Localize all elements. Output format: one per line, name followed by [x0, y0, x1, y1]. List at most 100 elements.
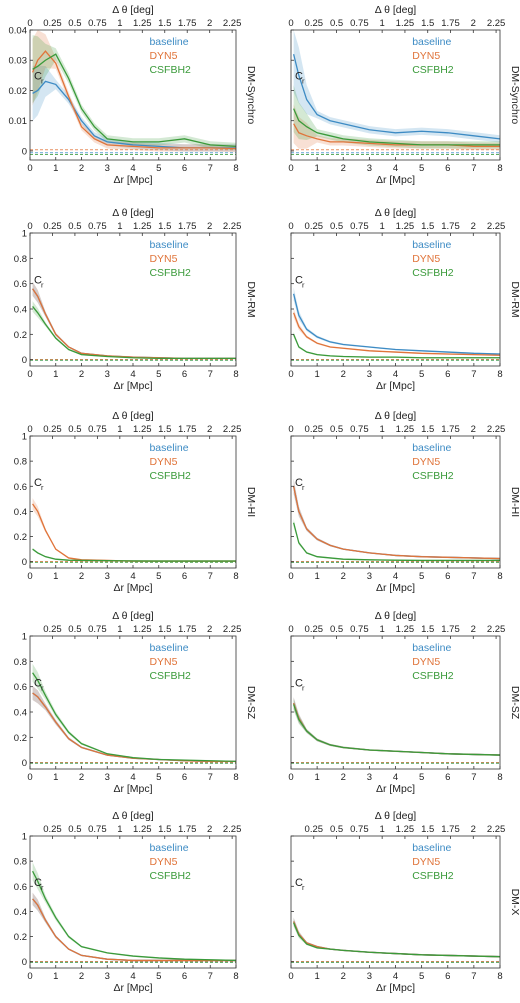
top-axis-label: Δ θ [deg] [375, 610, 417, 622]
band-DYN5 [293, 478, 500, 560]
panel-row5-right: 0 1 2 3 4 5 6 7 8 Δr [Mpc] 0.25 0.5 0.75 1 1.25 1.5 1.75… [288, 810, 520, 994]
x-tick-label: 4 [393, 369, 398, 380]
y-axis-label-sub: r [41, 483, 44, 492]
top-tick-label: 0.25 [305, 424, 324, 435]
legend-CSFBH2: CSFBH2 [149, 470, 191, 482]
top-tick-label: 0 [288, 221, 293, 232]
x-axis-label: Δr [Mpc] [376, 982, 415, 994]
top-tick-label: 1 [379, 624, 384, 635]
x-tick-label: 5 [419, 163, 424, 174]
series-line-DYN5 [292, 486, 501, 560]
x-tick-label: 6 [182, 163, 187, 174]
top-tick-label: 0.5 [68, 424, 81, 435]
x-tick-label: 7 [471, 369, 476, 380]
x-tick-label: 8 [233, 369, 238, 380]
series-line-CSFBH2 [32, 53, 237, 148]
series-line-CSFBH2 [293, 108, 500, 146]
x-tick-label: 4 [393, 163, 398, 174]
y-tick-label: 0.8 [14, 254, 27, 265]
band-CSFBH2 [293, 698, 500, 756]
row-label: DM-Synchro [245, 66, 257, 125]
y-axis-label: C [295, 877, 303, 889]
top-tick-label: 0.75 [88, 221, 107, 232]
row-label: DM-SZ [245, 686, 257, 720]
band-DYN5 [32, 281, 237, 360]
x-tick-label: 4 [393, 772, 398, 783]
top-tick-label: 1 [379, 18, 384, 29]
y-axis-label: C [34, 477, 42, 489]
legend-baseline: baseline [412, 239, 451, 251]
top-tick-label: 1.25 [396, 221, 415, 232]
top-tick-label: 1 [117, 824, 122, 835]
x-tick-label: 0 [27, 163, 32, 174]
top-axis-label: Δ θ [deg] [112, 610, 154, 622]
y-axis-label-sub: r [41, 883, 44, 892]
y-tick-label: 0 [22, 355, 27, 366]
top-tick-label: 2 [471, 624, 476, 635]
series-line-CSFBH2 [32, 672, 237, 763]
x-tick-label: 7 [471, 571, 476, 582]
top-tick-label: 0.5 [330, 824, 343, 835]
x-tick-label: 6 [182, 772, 187, 783]
legend-baseline: baseline [412, 842, 451, 854]
top-tick-label: 1.25 [133, 824, 152, 835]
x-tick-label: 1 [53, 971, 58, 982]
x-tick-label: 2 [341, 772, 346, 783]
series-line-CSFBH2 [292, 704, 501, 756]
x-tick-label: 8 [233, 971, 238, 982]
x-tick-label: 5 [419, 369, 424, 380]
top-tick-label: 1.25 [396, 424, 415, 435]
top-tick-label: 0 [27, 18, 32, 29]
x-tick-label: 1 [53, 369, 58, 380]
x-tick-label: 8 [497, 571, 502, 582]
top-tick-label: 1 [117, 624, 122, 635]
x-axis-label: Δr [Mpc] [376, 783, 415, 795]
x-tick-label: 5 [419, 971, 424, 982]
top-tick-label: 0.25 [43, 624, 62, 635]
x-tick-label: 2 [79, 369, 84, 380]
y-axis-label: C [295, 275, 303, 287]
x-tick-label: 2 [341, 163, 346, 174]
panel-row2-left: 0 1 2 3 4 5 6 7 8Δr [Mpc]0 0.25 0.5 0.75 1 1.25 1.5 1.7… [14, 207, 257, 392]
top-tick-label: 0.25 [43, 424, 62, 435]
top-tick-label: 2.25 [487, 824, 506, 835]
y-tick-label: 1 [22, 632, 27, 643]
y-tick-label: 1 [22, 432, 27, 443]
x-tick-label: 7 [208, 971, 213, 982]
axes-box [290, 232, 501, 367]
x-tick-label: 5 [156, 369, 161, 380]
panel-row3-right: 0 1 2 3 4 5 6 7 8 Δr [Mpc] 0 0.25 0.5 0.75 1 1.25 1.5 1.7… [288, 410, 520, 594]
top-tick-label: 0.5 [330, 18, 343, 29]
x-tick-label: 3 [367, 163, 372, 174]
top-tick-label: 0.5 [330, 424, 343, 435]
x-tick-label: 0 [27, 772, 32, 783]
top-axis-label: Δ θ [deg] [112, 4, 154, 16]
legend-baseline: baseline [149, 36, 188, 48]
legend-CSFBH2: CSFBH2 [149, 64, 191, 76]
top-tick-label: 0.75 [88, 424, 107, 435]
top-tick-label: 1 [117, 18, 122, 29]
x-tick-label: 8 [497, 971, 502, 982]
x-axis-label: Δr [Mpc] [113, 582, 152, 594]
legend-baseline: baseline [149, 442, 188, 454]
x-tick-label: 3 [367, 971, 372, 982]
x-tick-label: 0 [288, 163, 293, 174]
top-tick-label: 2.25 [487, 221, 506, 232]
x-tick-label: 4 [130, 971, 135, 982]
x-tick-label: 2 [341, 571, 346, 582]
x-axis-label: Δr [Mpc] [376, 174, 415, 186]
x-tick-label: 8 [233, 163, 238, 174]
x-tick-label: 1 [314, 772, 319, 783]
top-tick-label: 0.25 [305, 624, 324, 635]
band-baseline [32, 281, 237, 360]
top-tick-label: 2 [207, 824, 212, 835]
top-axis-label: Δ θ [deg] [375, 4, 417, 16]
top-tick-label: 1.25 [133, 221, 152, 232]
x-tick-label: 3 [105, 163, 110, 174]
band-CSFBH2 [32, 301, 237, 360]
top-tick-label: 0.25 [305, 824, 324, 835]
legend-baseline: baseline [149, 842, 188, 854]
series-line-baseline [292, 486, 501, 560]
series-line-baseline [32, 692, 236, 763]
top-tick-label: 2 [207, 624, 212, 635]
